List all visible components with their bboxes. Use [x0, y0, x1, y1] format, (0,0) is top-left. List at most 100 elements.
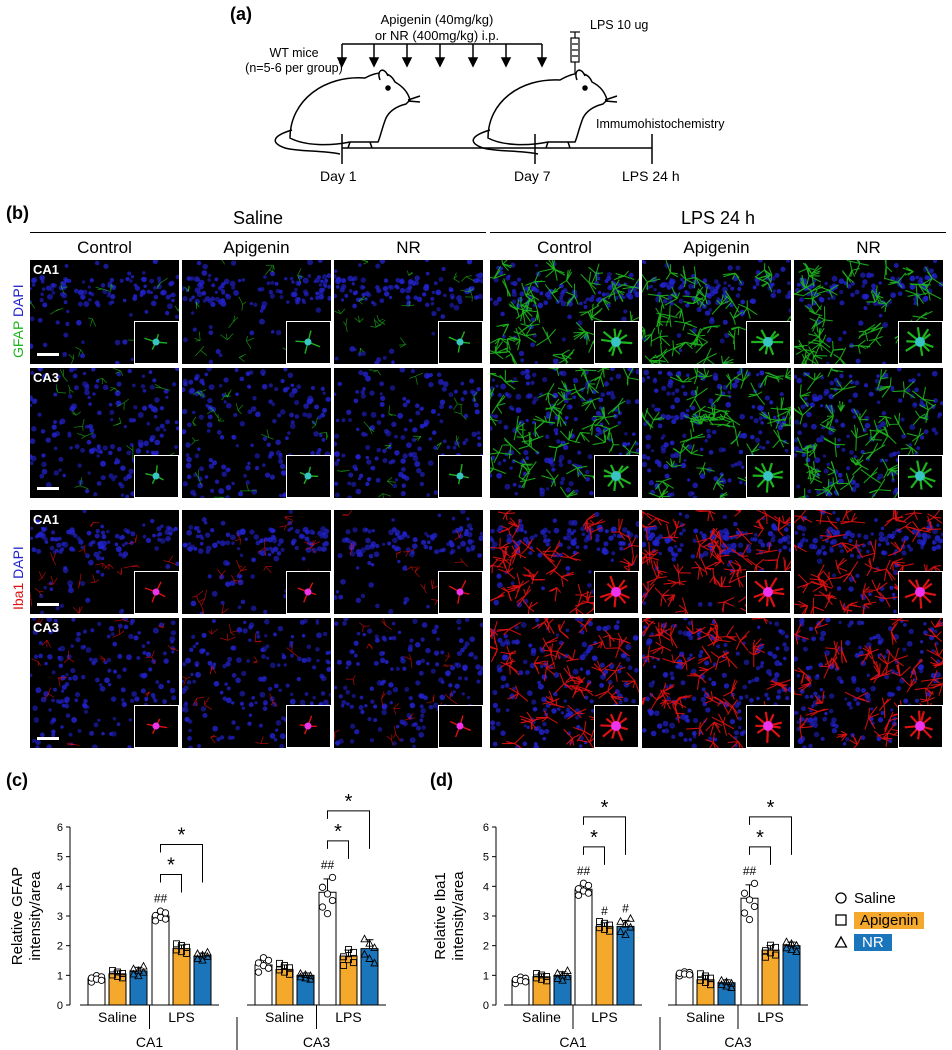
single-hash-annotation: # [622, 901, 629, 915]
data-point [558, 975, 567, 984]
iba1-chart: Relative Iba1intensity/area 0 1 2 3 4 5 6 Saline… [432, 797, 808, 1050]
micrograph-inset [286, 705, 331, 748]
data-point [707, 981, 714, 989]
data-point [370, 958, 379, 967]
micrograph-r3-c2 [334, 618, 483, 748]
star-annotation: * [601, 797, 609, 819]
y-tick-label: 6 [483, 822, 489, 834]
data-point [203, 951, 212, 960]
micrograph-inset [134, 705, 179, 748]
data-point [722, 981, 731, 990]
y-tick-label: 2 [483, 941, 489, 953]
data-point [161, 915, 170, 923]
y-tick-label: 6 [57, 822, 63, 834]
data-point [563, 972, 572, 981]
treatment-line1: Apigenin (40mg/kg) [380, 12, 494, 27]
region-label: CA3 [33, 620, 60, 635]
stain-label-iba1: Iba1 DAPI [10, 546, 26, 610]
legend-item-saline: Saline [834, 887, 949, 909]
micrograph-inset [134, 321, 179, 364]
legend-label-nr: NR [854, 933, 892, 951]
treatment-label: Apigenin (40mg/kg) or NR (400mg/kg) i.p. [352, 12, 522, 44]
micrograph-inset [286, 571, 331, 614]
micrograph-inset [898, 321, 943, 364]
x-treatment-label: LPS [168, 1009, 194, 1025]
micrograph-inset [898, 705, 943, 748]
bar-apigenin-1 [595, 925, 614, 1006]
significance-bracket [583, 816, 626, 855]
data-point [772, 943, 779, 951]
data-point [740, 889, 749, 897]
significance-bracket [583, 846, 605, 865]
y-tick-label: 0 [483, 1000, 489, 1012]
data-point [318, 903, 327, 911]
region-label: CA1 [33, 262, 60, 277]
syringe-icon [570, 31, 580, 74]
y-tick-label: 0 [57, 1000, 63, 1012]
data-point [301, 970, 310, 978]
significance-bracket [749, 816, 792, 855]
hash-annotation: ## [321, 858, 335, 872]
data-point [173, 940, 180, 948]
data-point [702, 979, 709, 986]
micrograph-r2-c0: CA1 [30, 510, 179, 614]
micrograph-inset [746, 321, 791, 364]
data-point [198, 950, 207, 959]
data-point [350, 948, 357, 956]
data-point [254, 968, 263, 976]
star-annotation: * [767, 797, 775, 819]
star-annotation: * [334, 821, 342, 843]
data-point [722, 977, 731, 986]
micrograph-r2-c5 [794, 510, 943, 614]
x-region-label: CA3 [724, 1034, 751, 1050]
bar-saline-1 [151, 915, 170, 1006]
data-point [533, 970, 540, 977]
data-point [543, 977, 550, 985]
micrograph-inset [134, 455, 179, 498]
data-point [114, 972, 121, 980]
y-tick-label: 4 [57, 881, 63, 893]
treatment-line2: or NR (400mg/kg) i.p. [374, 28, 500, 43]
significance-bracket [327, 840, 349, 859]
micrograph-inset [134, 571, 179, 614]
mice-label: WT mice (n=5-6 per group) [242, 46, 346, 76]
y-tick-label: 3 [483, 911, 489, 923]
chart-legend: Saline Apigenin NR [834, 887, 949, 953]
legend-square-icon [835, 914, 847, 926]
region-label: CA3 [33, 370, 60, 385]
data-point [702, 972, 709, 980]
micrograph-r1-c4 [642, 368, 791, 498]
micrograph-r3-c4 [642, 618, 791, 748]
micrograph-inset [594, 571, 639, 614]
data-point [129, 969, 138, 978]
data-point [328, 873, 337, 882]
bar-nr-1 [616, 925, 635, 1006]
data-point [717, 980, 726, 989]
scale-bar [37, 487, 59, 490]
data-point [328, 896, 337, 905]
bar-apigenin-1 [172, 948, 191, 1006]
data-point [621, 929, 630, 938]
micrograph-inset [746, 571, 791, 614]
hash-annotation: ## [577, 864, 591, 878]
y-tick-label: 1 [57, 970, 63, 982]
micrograph-inset [438, 321, 483, 364]
micrograph-r0-c2 [334, 260, 483, 364]
data-point [792, 946, 801, 955]
data-point [762, 947, 769, 955]
data-point [717, 975, 726, 984]
group-saline-header: Saline [232, 208, 284, 228]
data-point [286, 970, 293, 978]
data-point [563, 966, 572, 974]
micrograph-inset [438, 455, 483, 498]
group-saline-underline [30, 232, 486, 233]
data-point [787, 945, 796, 954]
micrograph-r3-c1 [182, 618, 331, 748]
x-region-label: CA1 [136, 1034, 163, 1050]
panel-a-letter: (a) [230, 4, 252, 24]
data-point [119, 974, 126, 982]
y-tick-label: 5 [483, 852, 489, 864]
micrograph-inset [438, 571, 483, 614]
single-hash-annotation: # [601, 904, 608, 918]
data-point [323, 890, 332, 898]
